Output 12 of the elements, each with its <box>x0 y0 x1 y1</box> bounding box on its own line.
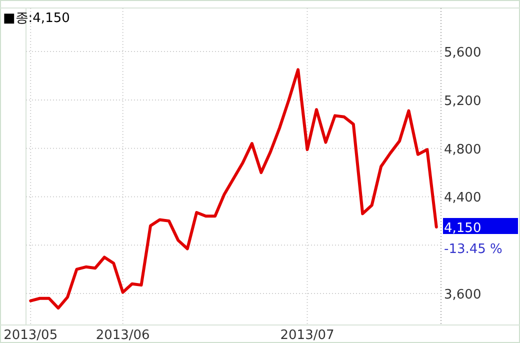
y-tick-label: 5,600 <box>444 46 482 61</box>
y-tick-label: 3,600 <box>444 288 482 303</box>
annotation: ■종:4,150 <box>3 11 70 26</box>
x-tick-label: 2013/05 <box>4 328 58 343</box>
line-series <box>29 68 438 310</box>
text: -13.45 % <box>444 242 502 257</box>
text: 4,150 <box>444 220 482 236</box>
y-tick-label: 5,200 <box>444 94 482 109</box>
x-tick-label: 2013/07 <box>280 328 334 343</box>
y-tick-label: 4,800 <box>444 142 482 158</box>
x-tick-label: 2013/06 <box>96 328 150 343</box>
y-tick-label: 4,400 <box>444 190 482 206</box>
